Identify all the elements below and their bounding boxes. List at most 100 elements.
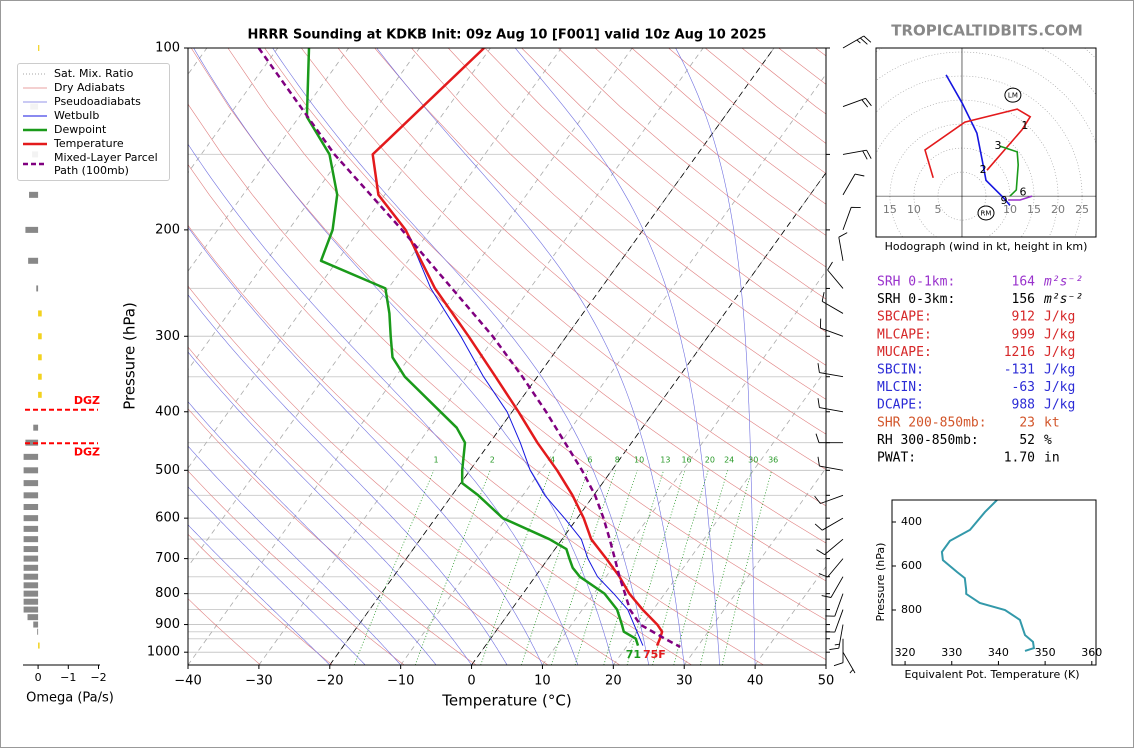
y-tick-label: 600 xyxy=(901,559,922,572)
y-tick-label: 400 xyxy=(901,515,922,528)
wind-barb xyxy=(842,97,872,108)
stat-label: DCAPE: xyxy=(877,398,924,413)
wind-barb xyxy=(833,638,844,667)
y-tick-label: 400 xyxy=(155,404,180,419)
stat-value: -131 xyxy=(1004,363,1035,378)
mixing-ratio-label: 2 xyxy=(490,456,495,465)
profile-line xyxy=(257,48,681,649)
legend: Sat. Mix. Ratio Dry Adiabats Pseudoadiabat… xyxy=(17,63,170,181)
omega-bar xyxy=(38,354,42,361)
legend-entry: Dewpoint xyxy=(22,123,165,136)
omega-bar xyxy=(23,503,39,510)
stat-value: 988 xyxy=(1012,398,1035,413)
dgz-label: DGZ xyxy=(74,394,100,407)
legend-key xyxy=(23,162,47,166)
isotherm xyxy=(188,48,350,272)
x-tick-label: 320 xyxy=(895,646,916,659)
legend-entry: Temperature xyxy=(22,137,165,150)
stat-unit: % xyxy=(1044,433,1052,448)
omega-bar xyxy=(25,226,39,233)
dry-adiabat xyxy=(188,598,261,665)
hodo-frame xyxy=(875,47,1097,238)
hodo-tick-label: 10 xyxy=(1003,203,1017,216)
wind-barb xyxy=(825,609,844,633)
mixing-ratio-label: 30 xyxy=(748,456,758,465)
mixing-ratio-line xyxy=(673,470,728,665)
y-tick-label: 1000 xyxy=(147,645,180,660)
wind-barb xyxy=(842,651,856,674)
mixing-ratio-line xyxy=(699,470,753,665)
isotherm xyxy=(400,73,826,665)
background-lines: 1 2 4 6 8 10 13 16 20 24 30 36 xyxy=(188,48,826,665)
dry-adiabat xyxy=(188,285,621,665)
legend-key xyxy=(23,142,47,145)
dry-adiabat xyxy=(484,48,826,333)
mixing-ratio-line xyxy=(480,470,551,665)
hodo-tick-label: 20 xyxy=(1051,203,1065,216)
mixing-ratio-label: 24 xyxy=(724,456,734,465)
wind-barb xyxy=(842,173,865,196)
stat-label: SBCAPE: xyxy=(877,310,932,325)
legend-label: Pseudoadiabats xyxy=(54,95,141,108)
hodograph-label: Hodograph (wind in kt, height in km) xyxy=(885,240,1088,253)
dry-adiabat xyxy=(264,48,826,544)
dgz-label: DGZ xyxy=(74,445,100,458)
mixing-ratio-line xyxy=(521,470,589,665)
wind-barb xyxy=(838,232,848,261)
dry-adiabat xyxy=(188,163,764,665)
wind-barb xyxy=(821,576,844,598)
pseudoadiabat xyxy=(188,524,331,665)
omega-bar xyxy=(37,628,39,635)
storm-motion-label: RM xyxy=(981,209,992,217)
y-tick-label: 800 xyxy=(901,603,922,616)
stat-label: SRH 0-1km: xyxy=(877,275,955,290)
pseudoadiabat xyxy=(188,143,579,665)
mixing-ratio-label: 1 xyxy=(434,456,439,465)
surface-label: 71 xyxy=(626,648,641,661)
x-tick-label: −20 xyxy=(316,674,343,689)
x-tick-label: 40 xyxy=(747,674,764,689)
legend-entry: Sat. Mix. Ratio xyxy=(22,67,165,80)
wind-barb xyxy=(816,538,844,555)
chart-title: HRRR Sounding at KDKB Init: 09z Aug 10 [… xyxy=(248,28,767,43)
omega-bar xyxy=(29,191,39,198)
y-tick-label: 800 xyxy=(155,586,180,601)
dry-adiabat xyxy=(521,48,826,300)
legend-label: Sat. Mix. Ratio xyxy=(54,67,134,80)
surface-label: 75F xyxy=(643,648,666,661)
pseudoadiabat xyxy=(514,48,720,665)
omega-bar xyxy=(28,257,39,264)
height-label: 1 xyxy=(1021,119,1028,132)
omega-bar xyxy=(33,424,39,431)
mixing-ratio-label: 20 xyxy=(705,456,715,465)
stat-unit: J/kg xyxy=(1044,380,1075,395)
omega-bar xyxy=(38,333,42,340)
legend-label: Temperature xyxy=(54,137,124,150)
omega-bar xyxy=(23,598,39,605)
dry-adiabat xyxy=(188,346,549,665)
stat-label: PWAT: xyxy=(877,451,916,466)
theta-y-label: Pressure (hPa) xyxy=(874,543,887,622)
x-tick-label: 0 xyxy=(467,674,475,689)
stat-value: 999 xyxy=(1012,327,1035,342)
wind-barb xyxy=(842,206,861,231)
x-tick-label: −30 xyxy=(245,674,272,689)
isotherm xyxy=(683,467,826,665)
stat-unit: J/kg xyxy=(1044,345,1075,360)
hodograph: 15 10 5 10 15 20 25 1 23 69 LM RM xyxy=(876,48,1096,237)
omega-bar xyxy=(38,642,40,649)
isotherm xyxy=(188,48,491,469)
stat-unit: J/kg xyxy=(1044,398,1075,413)
hodo-line xyxy=(924,108,1032,179)
wind-barb xyxy=(817,363,844,378)
profile-line xyxy=(371,48,664,647)
legend-label: Mixed-Layer Parcel Path (100mb) xyxy=(54,151,158,177)
stat-unit: J/kg xyxy=(1044,310,1075,325)
legend-entry: Dry Adiabats xyxy=(22,81,165,94)
x-tick-label: 350 xyxy=(1035,646,1056,659)
pseudoadiabat xyxy=(675,48,756,665)
height-label: 6 xyxy=(1019,185,1026,198)
x-tick-label: −2 xyxy=(90,671,106,684)
hodo-tick-label: 15 xyxy=(1027,203,1041,216)
